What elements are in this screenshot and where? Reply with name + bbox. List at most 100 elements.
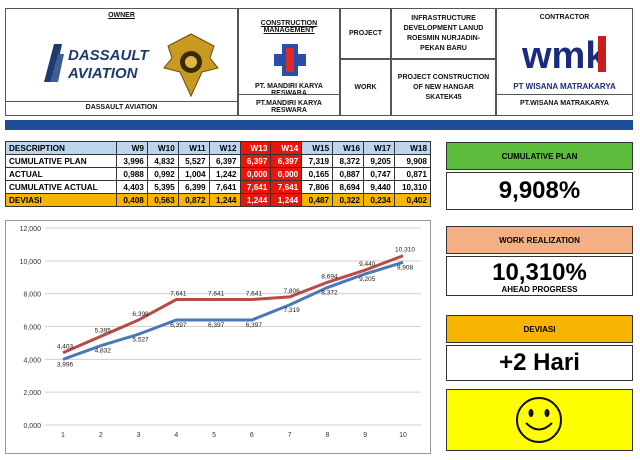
owner-cell (5, 8, 238, 116)
owner-divider (5, 101, 238, 102)
table-row-cumulative-plan: CUMULATIVE PLAN 3,996 4,832 5,527 6,397 … (5, 154, 432, 168)
y-tick-label: 4,000 (23, 357, 41, 364)
work-label: WORK (340, 59, 391, 116)
table-cell: 0,234 (363, 193, 395, 207)
y-tick-label: 12,000 (20, 226, 42, 233)
plan-panel-header: CUMULATIVE PLAN (446, 142, 633, 170)
data-label: 6,397 (208, 322, 225, 329)
data-label: 4,403 (57, 344, 74, 351)
y-tick-label: 10,000 (20, 259, 42, 266)
data-label: 7,319 (284, 307, 301, 314)
work-value: PROJECT CONSTRUCTION OF NEW HANGAR SKATE… (391, 59, 496, 116)
dassault-logo: DASSAULT AVIATION (40, 40, 160, 84)
table-cell: 8,694 (332, 180, 364, 194)
table-cell: 6,399 (177, 180, 210, 194)
table-cell: 0,408 (116, 193, 148, 207)
realization-value: 10,310% (492, 259, 587, 286)
table-cell: 7,641 (270, 180, 303, 194)
table-header-cell: W14 (270, 141, 303, 155)
table-cell: 8,372 (332, 154, 364, 168)
owner-logo-line2: AVIATION (67, 65, 139, 82)
table-cell: 1,004 (177, 167, 210, 181)
data-label: 6,397 (170, 322, 187, 329)
x-tick-label: 8 (325, 432, 329, 439)
air-force-emblem (160, 28, 222, 100)
project-label: PROJECT (340, 8, 391, 59)
data-label: 10,310 (395, 247, 415, 254)
header-separator-band (5, 120, 633, 130)
x-tick-label: 10 (399, 432, 407, 439)
table-cell: 0,992 (146, 167, 179, 181)
table-cell: 7,641 (239, 180, 272, 194)
table-cell: 10,310 (393, 180, 432, 194)
data-label: 9,908 (397, 264, 414, 271)
table-cell: 1,244 (239, 193, 272, 207)
deviasi-panel-header: DEVIASI (446, 315, 633, 343)
data-label: 6,399 (132, 311, 149, 318)
table-row-deviasi: DEVIASI 0,408 0,563 0,872 1,244 1,244 1,… (5, 193, 432, 207)
table-cell: 1,244 (270, 193, 303, 207)
table-cell: 0,887 (332, 167, 364, 181)
x-tick-label: 3 (137, 432, 141, 439)
s-curve-chart: 0,000 2,000 4,000 6,000 8,000 10,000 12,000 1 2 3… (20, 226, 421, 439)
cm-divider (238, 94, 340, 95)
deviasi-panel-value: +2 Hari (446, 345, 633, 381)
contractor-title: CONTRACTOR (539, 14, 590, 21)
y-tick-label: 6,000 (23, 325, 41, 332)
table-cell: 0,747 (363, 167, 395, 181)
table-cell: 9,908 (393, 154, 432, 168)
table-cell: 0,000 (270, 167, 303, 181)
table-cell: 1,244 (208, 193, 241, 207)
realization-panel-value: 10,310% AHEAD PROGRESS (446, 256, 633, 296)
table-cell: 7,806 (301, 180, 334, 194)
contractor-logo-text: PT WISANA MATRAKARYA (513, 82, 616, 91)
cm-name: PT.MANDIRI KARYA RESWARA (256, 100, 322, 114)
table-cell: 0,402 (393, 193, 432, 207)
table-cell: 5,395 (146, 180, 179, 194)
table-cell: 0,563 (146, 193, 179, 207)
table-cell: 9,440 (363, 180, 395, 194)
x-tick-label: 1 (61, 432, 65, 439)
plan-series-line (62, 260, 404, 361)
plan-panel-value: 9,908% (446, 172, 633, 210)
table-cell: 0,487 (301, 193, 334, 207)
table-header-cell: W11 (177, 141, 210, 155)
cm-title: CONSTRUCTION MANAGEMENT (260, 20, 318, 34)
s-curve-chart-frame (5, 220, 431, 454)
table-cell: 3,996 (116, 154, 148, 168)
data-label: 9,205 (359, 276, 376, 283)
table-cell: 0,872 (177, 193, 210, 207)
table-header-cell: W15 (301, 141, 334, 155)
x-tick-label: 4 (174, 432, 178, 439)
data-label: 8,372 (321, 290, 338, 297)
eagle-emblem-icon (163, 33, 219, 98)
table-cell: 6,397 (208, 154, 241, 168)
table-header-cell: W18 (393, 141, 432, 155)
x-tick-label: 6 (250, 432, 254, 439)
y-tick-label: 0,000 (23, 423, 41, 430)
cm-logo (270, 40, 310, 80)
cm-logo-icon (274, 44, 306, 76)
table-cell: 9,205 (363, 154, 395, 168)
row-label: CUMULATIVE PLAN (5, 154, 117, 168)
data-label: 8,694 (321, 273, 338, 280)
y-tick-label: 2,000 (23, 390, 41, 397)
progress-status: AHEAD PROGRESS (501, 285, 578, 294)
table-cell: 0,322 (332, 193, 364, 207)
cm-logo-text: PT. MANDIRI KARYA RESWARA (255, 83, 323, 97)
table-cell: 0,871 (393, 167, 432, 181)
contractor-divider (496, 94, 633, 95)
table-cell: 7,641 (208, 180, 241, 194)
table-row-actual: ACTUAL 0,988 0,992 1,004 1,242 0,000 0,0… (5, 167, 432, 181)
x-tick-label: 5 (212, 432, 216, 439)
table-row-cumulative-actual: CUMULATIVE ACTUAL 4,403 5,395 6,399 7,64… (5, 180, 432, 194)
data-label: 9,440 (359, 261, 376, 268)
table-cell: 4,403 (116, 180, 148, 194)
actual-series-line (62, 254, 404, 355)
contractor-logo-mark: wmk (521, 35, 607, 77)
table-cell: 0,988 (116, 167, 148, 181)
data-label: 7,641 (170, 291, 187, 298)
owner-name: DASSAULT AVIATION (85, 104, 158, 111)
data-label: 5,395 (95, 327, 112, 334)
table-cell: 1,242 (208, 167, 241, 181)
